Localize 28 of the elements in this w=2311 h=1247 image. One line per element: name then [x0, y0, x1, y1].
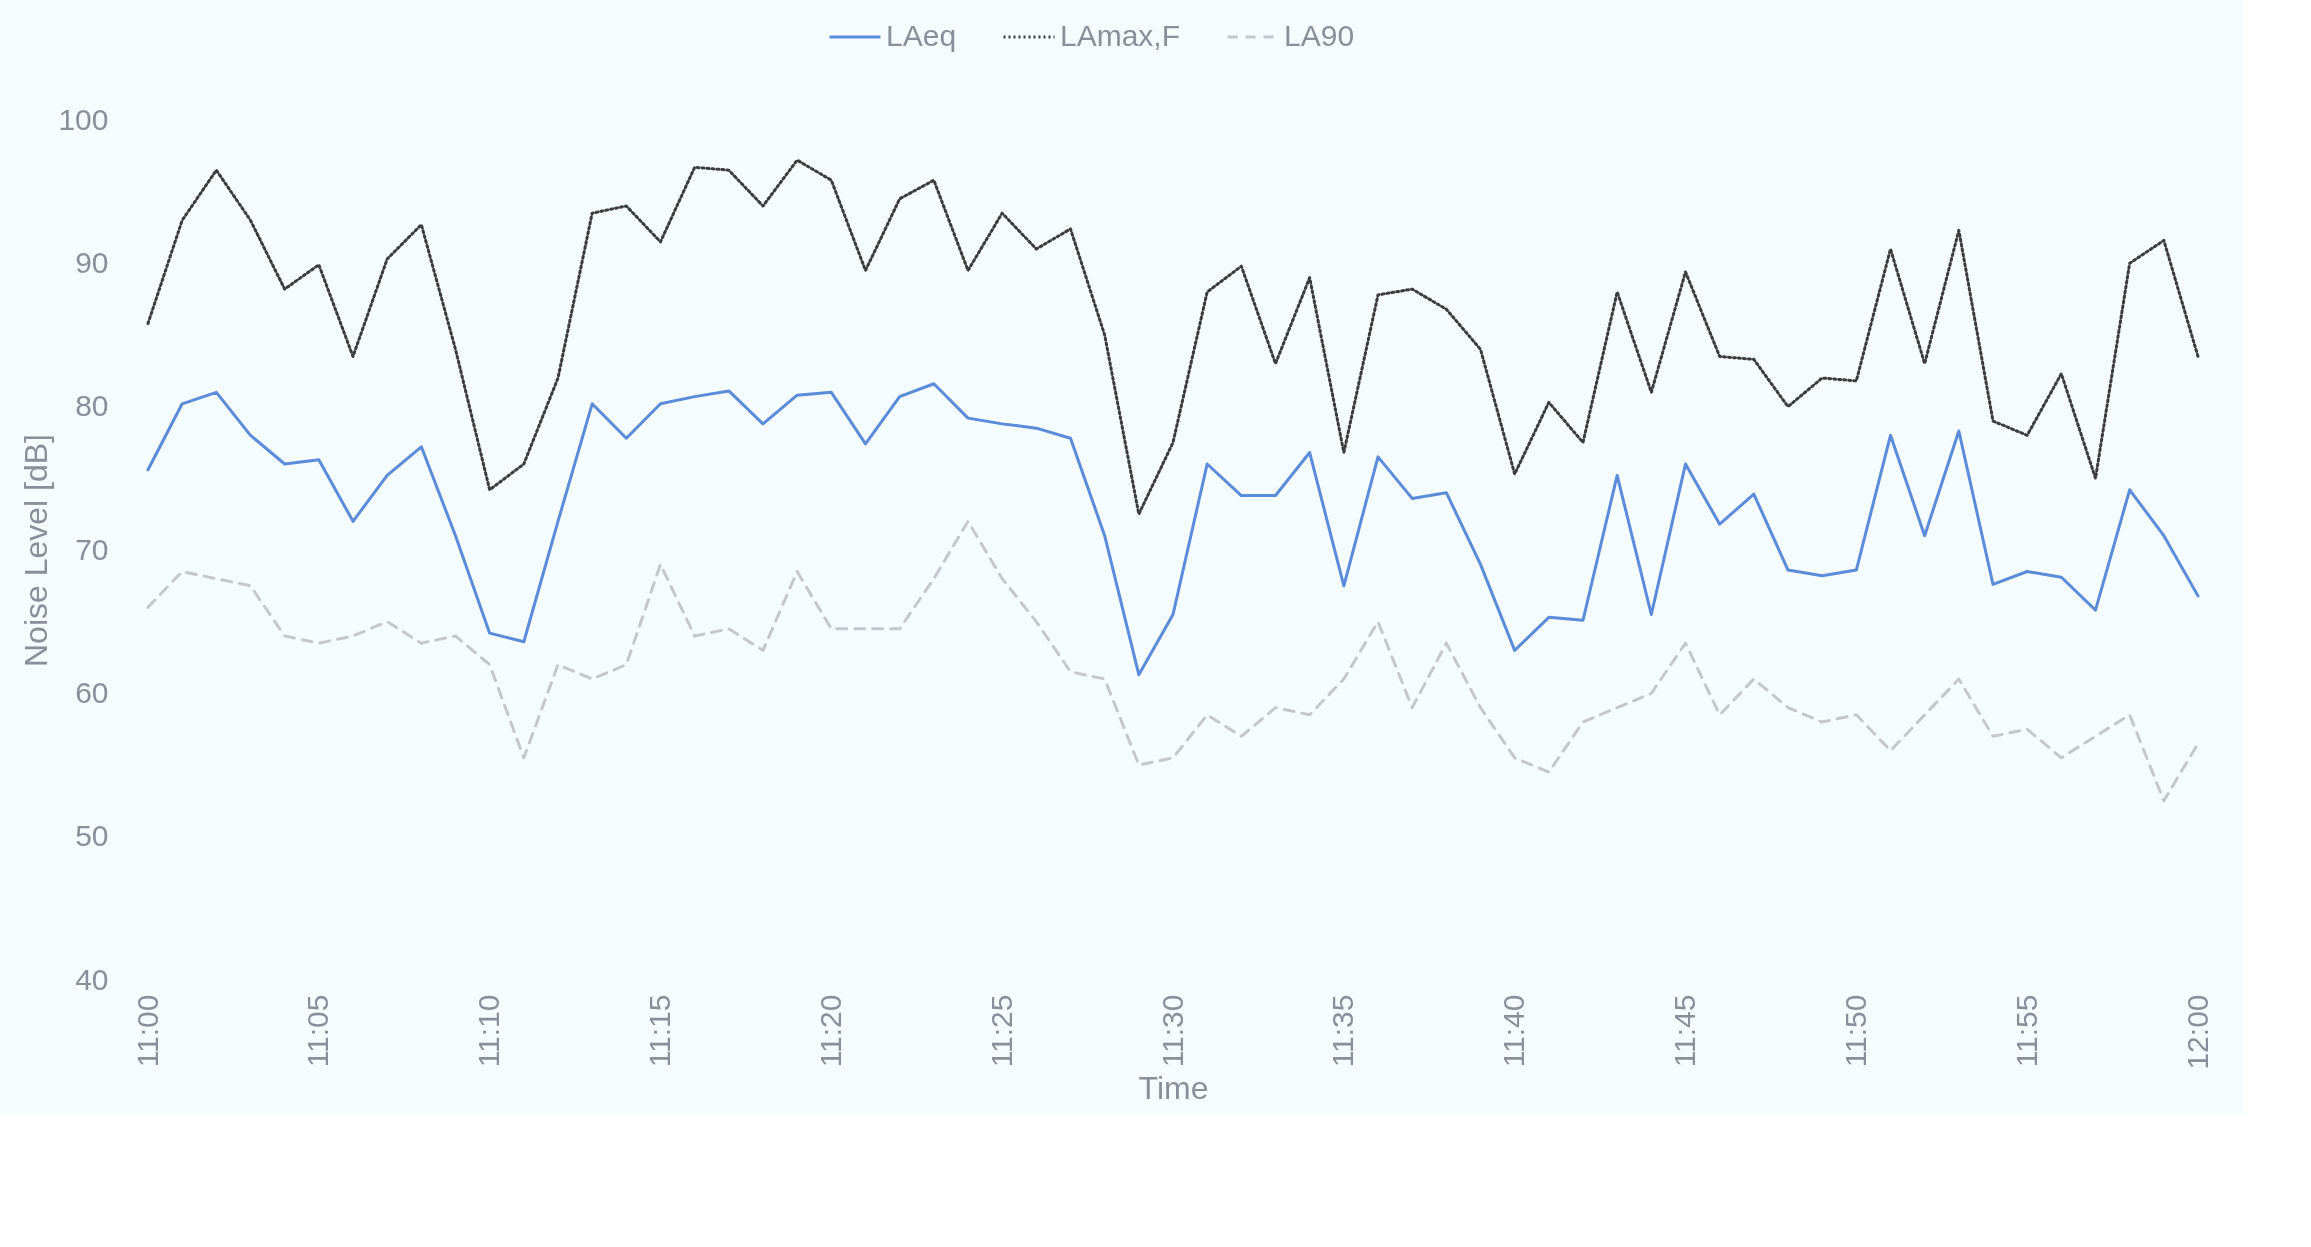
legend-label: LAmax,F	[1060, 19, 1181, 52]
x-tick-label: 11:00	[130, 994, 164, 1068]
y-tick-label: 60	[75, 675, 109, 709]
y-tick-label: 40	[75, 962, 109, 996]
line-series	[146, 158, 2200, 516]
x-tick-label: 11:55	[2009, 994, 2043, 1068]
y-tick-label: 70	[75, 532, 109, 566]
x-tick-label: 11:05	[301, 994, 335, 1068]
x-axis-title: Time	[1138, 1069, 1209, 1106]
y-tick-label: 80	[75, 389, 109, 423]
x-tick-label: 11:35	[1326, 994, 1360, 1068]
line-series	[146, 382, 2200, 677]
x-tick-label: 11:40	[1497, 994, 1531, 1068]
y-tick-label: 50	[75, 819, 109, 853]
x-tick-label: 11:50	[1838, 994, 1872, 1068]
line-series	[146, 519, 2200, 803]
legend-label: LA90	[1284, 19, 1355, 52]
x-tick-label: 11:45	[1668, 994, 1701, 1068]
y-tick-label: 90	[75, 245, 109, 279]
x-tick-label: 12:00	[2180, 994, 2214, 1070]
x-tick-label: 11:30	[1155, 994, 1189, 1068]
x-tick-label: 11:20	[813, 994, 847, 1068]
legend-label: LAeq	[886, 19, 957, 52]
y-axis-title: Noise Level [dB]	[18, 433, 55, 668]
y-tick-label: 100	[58, 102, 109, 136]
x-tick-label: 11:25	[984, 994, 1018, 1068]
x-tick-label: 11:10	[472, 994, 506, 1068]
x-tick-label: 11:15	[643, 994, 676, 1068]
